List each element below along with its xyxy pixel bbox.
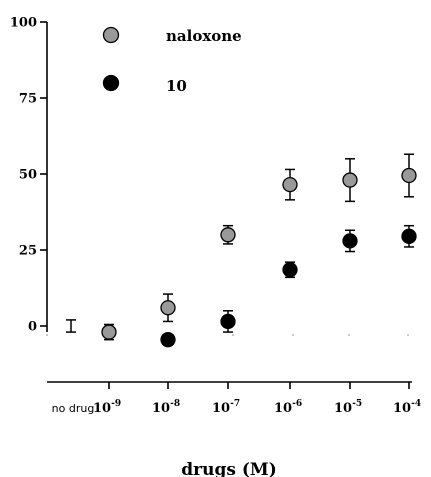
data-point bbox=[282, 176, 298, 193]
zero-line-dot bbox=[46, 334, 48, 336]
y-axis: 0 25 50 75 100 bbox=[10, 16, 48, 335]
x-tick-label: 10-4 bbox=[393, 399, 421, 416]
x-tick-label: 10-9 bbox=[93, 399, 121, 416]
x-tick-label: no drug bbox=[52, 402, 95, 415]
x-tick-label: 10-7 bbox=[212, 399, 240, 416]
data-point bbox=[220, 313, 236, 330]
x-tick-label: 10-5 bbox=[334, 399, 362, 416]
y-tick-label: 50 bbox=[19, 168, 37, 183]
zero-line-dot bbox=[292, 334, 294, 336]
zero-line-dot bbox=[348, 334, 350, 336]
series-points bbox=[101, 153, 417, 348]
data-point bbox=[160, 300, 176, 316]
legend-marker bbox=[102, 74, 120, 92]
x-axis-title: drugs (M) bbox=[181, 460, 276, 477]
y-tick-label: 100 bbox=[10, 16, 37, 31]
data-point bbox=[401, 228, 417, 244]
legend: naloxone 10 bbox=[102, 26, 242, 95]
data-point bbox=[342, 172, 358, 188]
data-point bbox=[282, 262, 298, 278]
data-point bbox=[101, 324, 117, 340]
baseline-error-bar bbox=[66, 319, 76, 333]
data-point bbox=[220, 227, 236, 243]
y-tick-label: 25 bbox=[19, 244, 37, 259]
zero-line-dot bbox=[232, 334, 234, 336]
x-tick-label: 10-8 bbox=[152, 399, 180, 416]
data-point bbox=[342, 233, 358, 249]
data-point bbox=[401, 167, 417, 184]
legend-marker bbox=[102, 26, 120, 44]
y-tick-label: 75 bbox=[19, 92, 37, 107]
legend-label: naloxone bbox=[166, 27, 242, 45]
legend-label: 10 bbox=[166, 77, 187, 95]
data-point bbox=[160, 332, 176, 348]
zero-line-dot bbox=[407, 334, 409, 336]
series-compound-10 bbox=[160, 224, 417, 348]
x-tick-label: 10-6 bbox=[274, 399, 302, 416]
series-naloxone bbox=[101, 153, 417, 341]
y-tick-label: 0 bbox=[28, 320, 37, 335]
zero-line-dots bbox=[46, 334, 409, 336]
